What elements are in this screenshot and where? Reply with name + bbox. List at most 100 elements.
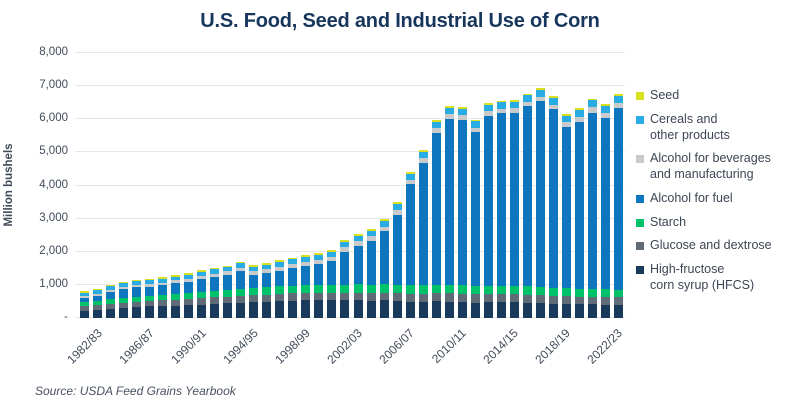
- x-axis-tick-label: 1994/95: [220, 326, 261, 367]
- bar-segment-high-fructose-corn-syrup-hfcs-: [600, 304, 610, 318]
- stacked-bar-2001/02: [327, 250, 337, 318]
- bar-segment-glucose-and-dextrose: [379, 292, 389, 301]
- x-axis-tick-label: 2014/15: [480, 326, 522, 367]
- bar-segment-alcohol-for-fuel: [614, 108, 623, 290]
- bar-segment-glucose-and-dextrose: [496, 294, 506, 303]
- stacked-bar-2022/23: [600, 104, 610, 318]
- bar-segment-alcohol-for-fuel: [119, 289, 129, 299]
- bar-segment-glucose-and-dextrose: [614, 297, 623, 306]
- bar-segment-high-fructose-corn-syrup-hfcs-: [496, 302, 506, 318]
- bar-segment-glucose-and-dextrose: [574, 296, 584, 305]
- bar-segment-cereals-and-other-products: [600, 105, 610, 113]
- bar-segment-seed: [405, 171, 415, 174]
- bar-segment-alcohol-for-beverages-and-manufacturing: [587, 107, 597, 113]
- bar-segment-starch: [614, 289, 623, 298]
- bar-segment-starch: [262, 287, 272, 295]
- bar-segment-seed: [249, 265, 259, 267]
- bar-segment-starch: [119, 298, 129, 303]
- bar-segment-starch: [587, 288, 597, 297]
- bar-segment-seed: [548, 96, 558, 98]
- bar-segment-starch: [418, 285, 428, 294]
- legend-label: Alcohol for fuel: [650, 190, 733, 205]
- bar-segment-alcohol-for-beverages-and-manufacturing: [509, 108, 519, 113]
- stacked-bar-2005/06: [379, 219, 389, 318]
- bar-segment-starch: [223, 290, 233, 297]
- bar-segment-starch: [509, 285, 519, 295]
- bar-segment-starch: [392, 284, 402, 294]
- y-axis-tick-label: 1,000: [39, 277, 68, 290]
- bar-segment-alcohol-for-beverages-and-manufacturing: [197, 275, 207, 280]
- bar-segment-alcohol-for-beverages-and-manufacturing: [379, 226, 389, 232]
- bar-segment-high-fructose-corn-syrup-hfcs-: [457, 302, 467, 318]
- bar-segment-alcohol-for-beverages-and-manufacturing: [158, 282, 168, 286]
- bar-segment-high-fructose-corn-syrup-hfcs-: [405, 301, 415, 318]
- bar-segment-starch: [366, 284, 376, 293]
- bar-segment-alcohol-for-beverages-and-manufacturing: [132, 284, 142, 288]
- bar-segment-seed: [158, 277, 168, 279]
- bar-segment-alcohol-for-beverages-and-manufacturing: [561, 122, 571, 128]
- stacked-bar-2013/14: [483, 103, 493, 318]
- legend-item-alcohol-for-beverages-and-manufacturing: Alcohol for beverages and manufacturing: [636, 151, 772, 183]
- bar-segment-cereals-and-other-products: [340, 241, 350, 248]
- bar-segment-starch: [132, 296, 142, 302]
- bar-segment-starch: [574, 288, 584, 297]
- bar-segment-seed: [353, 234, 363, 236]
- bar-segment-glucose-and-dextrose: [457, 293, 467, 303]
- bar-segment-alcohol-for-beverages-and-manufacturing: [236, 267, 246, 272]
- bar-segment-starch: [535, 287, 545, 296]
- legend-item-alcohol-for-fuel: Alcohol for fuel: [636, 191, 772, 207]
- bar-segment-high-fructose-corn-syrup-hfcs-: [444, 301, 454, 318]
- bar-segment-alcohol-for-fuel: [145, 286, 155, 296]
- bar-segment-glucose-and-dextrose: [80, 305, 89, 311]
- bar-segment-high-fructose-corn-syrup-hfcs-: [119, 307, 129, 318]
- bar-segment-seed: [496, 100, 506, 103]
- bar-segment-seed: [288, 257, 298, 260]
- bar-segment-glucose-and-dextrose: [106, 303, 116, 309]
- bar-segment-starch: [158, 294, 168, 301]
- bar-segment-high-fructose-corn-syrup-hfcs-: [288, 300, 298, 318]
- bar-segment-alcohol-for-beverages-and-manufacturing: [392, 210, 402, 215]
- bar-segment-cereals-and-other-products: [392, 203, 402, 211]
- bar-segment-cereals-and-other-products: [210, 269, 220, 274]
- x-axis-tick-label: 1986/87: [115, 326, 157, 367]
- bar-segment-starch: [145, 295, 155, 301]
- bar-segment-starch: [171, 294, 181, 300]
- bar-segment-cereals-and-other-products: [223, 267, 233, 272]
- gridline-8000: [75, 52, 625, 53]
- bar-segment-alcohol-for-fuel: [262, 273, 272, 288]
- bar-segment-cereals-and-other-products: [145, 280, 155, 284]
- stacked-bar-2023/24: [614, 94, 623, 318]
- bar-segment-seed: [171, 275, 181, 277]
- bar-segment-alcohol-for-fuel: [405, 184, 415, 286]
- bar-segment-alcohol-for-beverages-and-manufacturing: [470, 127, 480, 133]
- bar-segment-alcohol-for-fuel: [132, 287, 142, 297]
- bar-segment-high-fructose-corn-syrup-hfcs-: [197, 304, 207, 318]
- legend-label: Glucose and dextrose: [650, 238, 772, 253]
- stacked-bar-2016/17: [522, 93, 532, 318]
- bar-segment-cereals-and-other-products: [548, 97, 558, 105]
- y-axis-tick-label: 4,000: [39, 178, 68, 191]
- bar-segment-alcohol-for-beverages-and-manufacturing: [288, 264, 298, 269]
- bar-segment-glucose-and-dextrose: [483, 293, 493, 303]
- gridline-4000: [75, 184, 625, 186]
- stacked-bar-1994/95: [236, 261, 246, 318]
- plot-area: [75, 52, 625, 318]
- bar-segment-seed: [392, 202, 402, 204]
- bar-segment-high-fructose-corn-syrup-hfcs-: [301, 300, 311, 318]
- bar-segment-high-fructose-corn-syrup-hfcs-: [184, 305, 194, 318]
- bar-segment-glucose-and-dextrose: [535, 295, 545, 304]
- y-axis-tick-label: 3,000: [39, 211, 68, 224]
- bar-segment-starch: [496, 285, 506, 295]
- bar-segment-glucose-and-dextrose: [470, 294, 480, 303]
- bar-segment-starch: [249, 288, 259, 296]
- stacked-bar-1983/84: [93, 288, 103, 318]
- bar-segment-glucose-and-dextrose: [262, 294, 272, 302]
- bar-segment-alcohol-for-fuel: [509, 112, 519, 286]
- stacked-bar-2017/18: [535, 88, 545, 318]
- bar-segment-alcohol-for-beverages-and-manufacturing: [405, 179, 415, 185]
- bar-segment-glucose-and-dextrose: [509, 294, 519, 303]
- bar-segment-glucose-and-dextrose: [561, 296, 571, 305]
- stacked-bar-2018/19: [548, 96, 558, 318]
- bar-segment-glucose-and-dextrose: [314, 292, 324, 301]
- stacked-bar-2004/05: [366, 228, 376, 318]
